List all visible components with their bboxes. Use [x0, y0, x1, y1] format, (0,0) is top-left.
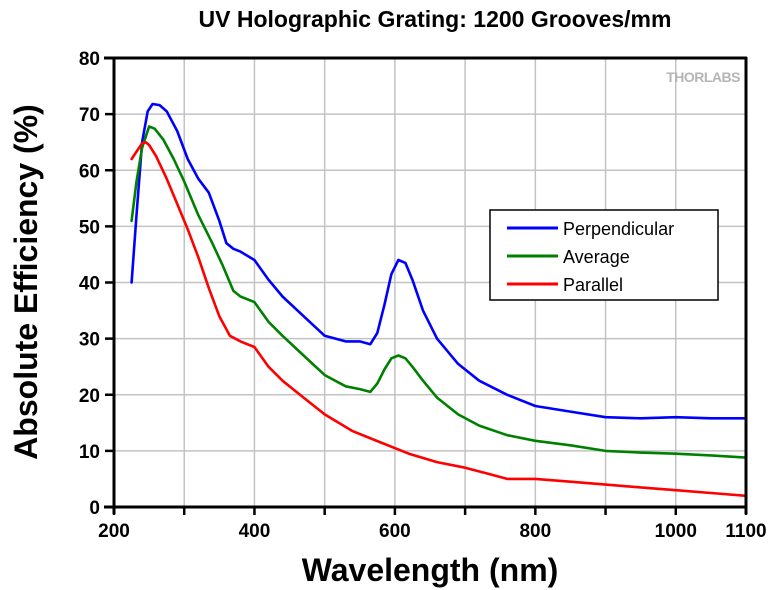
y-tick-label: 50: [79, 217, 100, 238]
y-tick-label: 10: [79, 442, 100, 463]
x-tick-label: 200: [98, 521, 130, 542]
y-tick-label: 70: [79, 105, 100, 126]
legend: Perpendicular Average Parallel: [489, 209, 719, 301]
series-line-perpendicular: [130, 102, 748, 420]
y-tick-label: 0: [89, 498, 100, 519]
legend-label-average: Average: [563, 247, 630, 267]
series-lines: [130, 102, 748, 498]
y-tick-label: 30: [79, 330, 100, 351]
legend-label-perpendicular: Perpendicular: [563, 219, 674, 239]
x-axis-label: Wavelength (nm): [302, 552, 559, 588]
series-line-average: [130, 125, 748, 459]
y-tick-labels: 0 10 20 30 40 50 60 70 80: [79, 49, 100, 519]
y-axis-label: Absolute Efficiency (%): [8, 104, 44, 460]
y-tick-label: 20: [79, 386, 100, 407]
chart-title: UV Holographic Grating: 1200 Grooves/mm: [199, 6, 672, 32]
thorlabs-watermark: THORLABS: [666, 69, 740, 85]
x-tick-label: 1100: [725, 521, 766, 542]
x-tick-label: 1000: [655, 521, 697, 542]
series-line-parallel: [130, 140, 748, 498]
x-tick-label: 400: [239, 521, 271, 542]
legend-label-parallel: Parallel: [563, 275, 623, 295]
x-tick-label: 600: [379, 521, 411, 542]
x-tick-label: 800: [519, 521, 551, 542]
y-tick-label: 40: [79, 274, 100, 295]
y-tick-label: 80: [79, 49, 100, 70]
axes: [104, 56, 748, 515]
y-tick-label: 60: [79, 161, 100, 182]
x-tick-labels: 200 400 600 800 1000 1100: [98, 521, 766, 542]
